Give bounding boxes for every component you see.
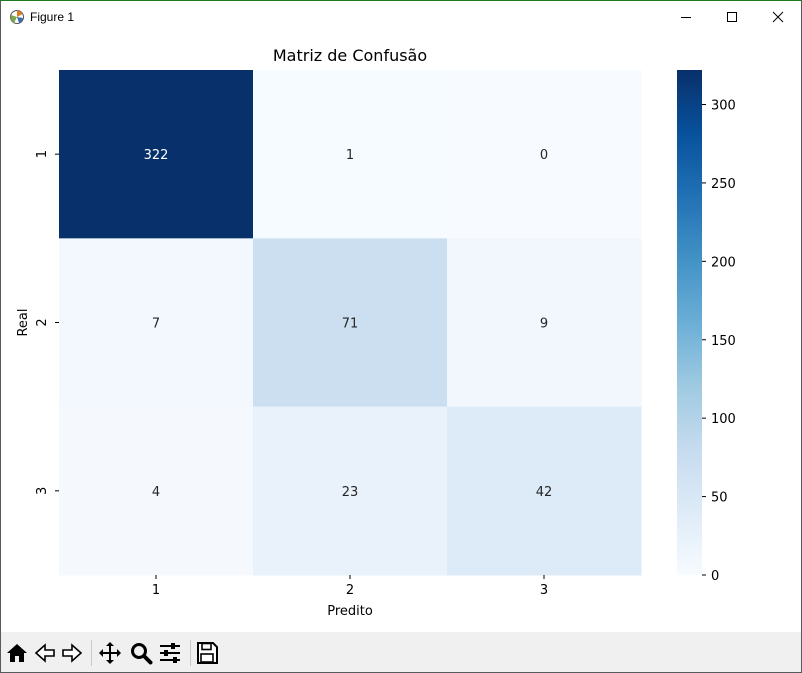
matplotlib-app-icon [10, 10, 24, 24]
y-tick-label: 1 [35, 150, 50, 158]
heatmap-cell [59, 70, 254, 239]
heatmap-cell [253, 406, 448, 576]
maximize-button[interactable] [709, 1, 755, 33]
cell-value-label: 71 [342, 317, 359, 332]
window-title: Figure 1 [30, 10, 75, 24]
cell-value-label: 7 [152, 317, 160, 332]
toolbar-separator [190, 640, 191, 666]
minimize-icon [681, 17, 691, 18]
x-axis-label: Predito [327, 604, 373, 619]
x-tick-label: 1 [152, 583, 160, 598]
heatmap-cell [447, 238, 642, 408]
back-arrow-icon[interactable] [33, 641, 57, 665]
cell-value-label: 42 [536, 485, 553, 500]
heatmap-cell [253, 238, 448, 408]
heatmap-cell [447, 70, 642, 239]
cell-value-label: 322 [144, 148, 169, 163]
figure-canvas[interactable]: Matriz de Confusão 322 1 0 7 71 9 4 23 42 1 2 3 1 2 3 Pr… [1, 33, 801, 632]
x-tick-label: 2 [346, 583, 354, 598]
cell-value-label: 23 [342, 485, 359, 500]
home-icon[interactable] [5, 641, 29, 665]
close-icon [772, 11, 784, 23]
heatmap-cell [59, 406, 254, 576]
cell-value-label: 1 [346, 148, 354, 163]
navigation-toolbar [1, 632, 801, 672]
cell-value-label: 9 [540, 317, 548, 332]
heatmap-cell [447, 406, 642, 576]
colorbar [677, 70, 702, 575]
y-axis-label: Real [16, 308, 31, 336]
heatmap-cell [59, 238, 254, 408]
toolbar-separator [91, 640, 92, 666]
save-floppy-icon[interactable] [195, 641, 219, 665]
colorbar-tick-label: 0 [711, 569, 719, 584]
chart-title: Matriz de Confusão [273, 46, 427, 65]
colorbar-tick-label: 300 [711, 99, 736, 114]
title-bar[interactable]: Figure 1 [1, 1, 801, 33]
y-tick-label: 3 [35, 487, 50, 495]
colorbar-tick-label: 150 [711, 334, 736, 349]
zoom-magnifier-icon[interactable] [129, 641, 153, 665]
y-tick-label: 2 [35, 318, 50, 326]
colorbar-tick-label: 50 [711, 491, 728, 506]
cell-value-label: 4 [152, 485, 160, 500]
heatmap-cell [253, 70, 448, 239]
x-tick-label: 3 [540, 583, 548, 598]
colorbar-tick-label: 250 [711, 177, 736, 192]
colorbar-tick-label: 100 [711, 412, 736, 427]
forward-arrow-icon[interactable] [60, 641, 84, 665]
pan-move-icon[interactable] [98, 641, 122, 665]
configure-subplots-icon[interactable] [158, 641, 182, 665]
cell-value-label: 0 [540, 148, 548, 163]
colorbar-tick-label: 200 [711, 255, 736, 270]
minimize-button[interactable] [663, 1, 709, 33]
close-button[interactable] [755, 1, 801, 33]
maximize-icon [727, 12, 737, 22]
